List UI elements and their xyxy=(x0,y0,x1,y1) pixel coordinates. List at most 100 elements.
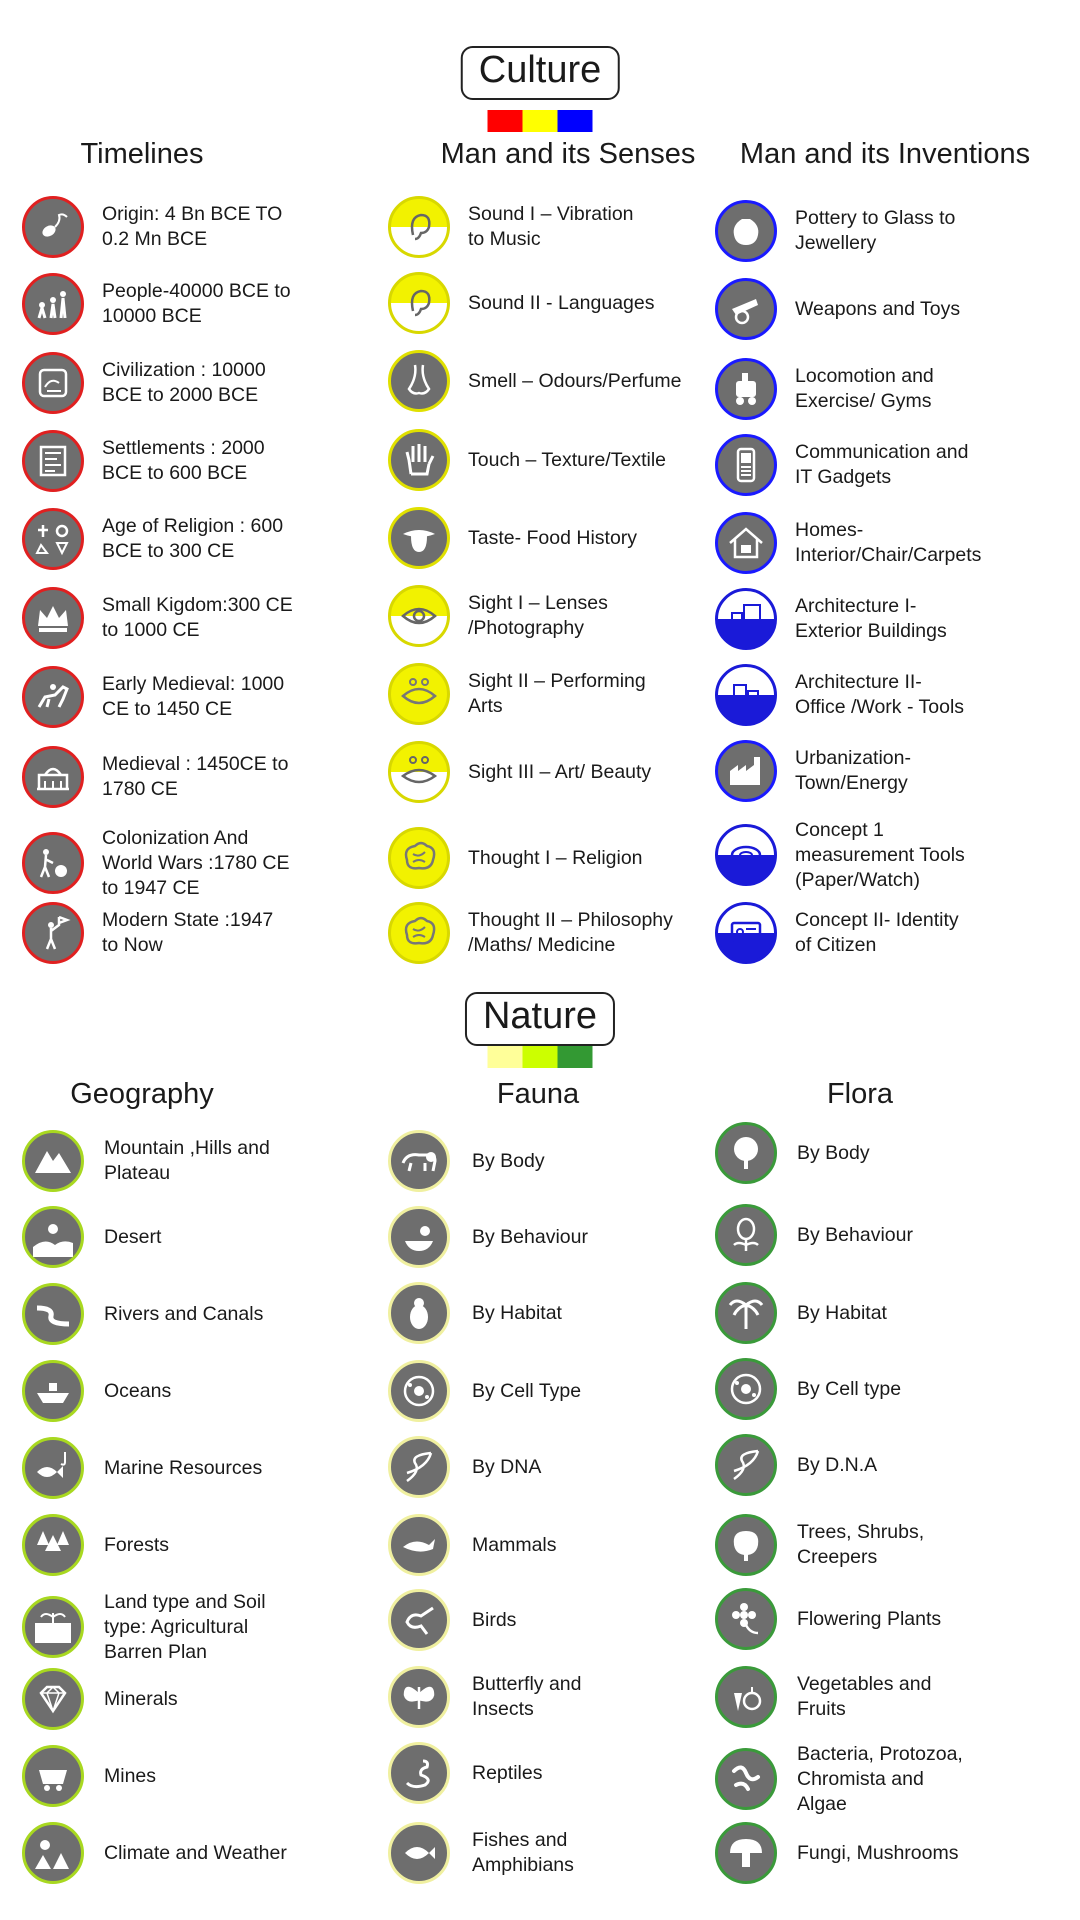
list-item[interactable]: By DNA xyxy=(388,1436,688,1498)
river-icon xyxy=(22,1283,84,1345)
list-item[interactable]: Vegetables and Fruits xyxy=(715,1666,1015,1728)
item-label: Age of Religion : 600 BCE to 300 CE xyxy=(102,515,284,562)
item-label: Thought II – Philosophy /Maths/ Medicine xyxy=(468,909,673,956)
list-item[interactable]: By Behaviour xyxy=(715,1204,1015,1266)
eye-icon xyxy=(388,585,450,647)
item-label: Settlements : 2000 BCE to 600 BCE xyxy=(102,437,265,484)
list-item[interactable]: Early Medieval: 1000 CE to 1450 CE xyxy=(22,666,362,728)
palace-icon xyxy=(22,746,84,808)
carved-stone-icon xyxy=(22,430,84,492)
list-item[interactable]: Locomotion and Exercise/ Gyms xyxy=(715,358,1055,420)
item-label: By Body xyxy=(797,1141,870,1164)
item-label: By Habitat xyxy=(472,1301,562,1324)
item-label: By Cell type xyxy=(797,1377,902,1400)
item-label: Bacteria, Protozoa, Chromista and Algae xyxy=(797,1743,963,1815)
culture-swatches xyxy=(487,110,593,132)
list-item[interactable]: Sight I – Lenses /Photography xyxy=(388,585,718,647)
list-item[interactable]: Communication and IT Gadgets xyxy=(715,434,1055,496)
list-item[interactable]: Sound II - Languages xyxy=(388,272,718,334)
list-item[interactable]: Taste- Food History xyxy=(388,507,718,569)
column-heading: Timelines xyxy=(80,138,204,170)
item-label: Climate and Weather xyxy=(104,1841,287,1864)
senses-column: Man and its Senses Sound I – Vibration t… xyxy=(388,138,718,964)
list-item[interactable]: Architecture II- Office /Work - Tools xyxy=(715,664,1055,726)
list-item[interactable]: Modern State :1947 to Now xyxy=(22,902,362,964)
item-label: By Cell Type xyxy=(472,1379,582,1402)
list-item[interactable]: Mines xyxy=(22,1745,362,1807)
list-item[interactable]: Desert xyxy=(22,1206,362,1268)
list-item[interactable]: Civilization : 10000 BCE to 2000 BCE xyxy=(22,352,362,414)
house-icon xyxy=(715,512,777,574)
list-item[interactable]: Fungi, Mushrooms xyxy=(715,1822,1015,1884)
item-label: Architecture II- Office /Work - Tools xyxy=(795,671,965,718)
item-label: Sound II - Languages xyxy=(468,291,655,314)
tree-icon xyxy=(715,1122,777,1184)
item-label: Sight I – Lenses /Photography xyxy=(468,592,608,639)
list-item[interactable]: Touch – Texture/Textile xyxy=(388,429,718,491)
list-item[interactable]: Concept 1 measurement Tools (Paper/Watch… xyxy=(715,818,1055,893)
list-item[interactable]: Colonization And World Wars :1780 CE to … xyxy=(22,826,362,901)
list-item[interactable]: Sound I – Vibration to Music xyxy=(388,196,718,258)
list-item[interactable]: Bacteria, Protozoa, Chromista and Algae xyxy=(715,1742,1015,1817)
item-label: Forests xyxy=(104,1533,170,1556)
horse-rider-icon xyxy=(22,666,84,728)
list-item[interactable]: Trees, Shrubs, Creepers xyxy=(715,1514,1015,1576)
item-label: Sound I – Vibration to Music xyxy=(468,203,634,250)
list-item[interactable]: By Behaviour xyxy=(388,1206,688,1268)
item-label: Colonization And World Wars :1780 CE to … xyxy=(102,827,290,899)
list-item[interactable]: Reptiles xyxy=(388,1742,688,1804)
list-item[interactable]: By Body xyxy=(715,1122,1015,1184)
list-item[interactable]: By Cell Type xyxy=(388,1360,688,1422)
column-heading: Fauna xyxy=(496,1078,580,1110)
list-item[interactable]: By Habitat xyxy=(715,1282,1015,1344)
list-item[interactable]: Homes- Interior/Chair/Carpets xyxy=(715,512,1055,574)
item-label: Communication and IT Gadgets xyxy=(795,441,969,488)
list-item[interactable]: By Cell type xyxy=(715,1358,1015,1420)
list-item[interactable]: Medieval : 1450CE to 1780 CE xyxy=(22,746,362,808)
list-item[interactable]: Minerals xyxy=(22,1668,362,1730)
list-item[interactable]: Thought II – Philosophy /Maths/ Medicine xyxy=(388,902,718,964)
item-label: By Behaviour xyxy=(797,1223,913,1246)
swatch-red xyxy=(487,110,523,132)
list-item[interactable]: Thought I – Religion xyxy=(388,827,718,889)
list-item[interactable]: Sight III – Art/ Beauty xyxy=(388,741,718,803)
dna-icon xyxy=(715,1434,777,1496)
list-item[interactable]: Settlements : 2000 BCE to 600 BCE xyxy=(22,430,362,492)
list-item[interactable]: Sight II – Performing Arts xyxy=(388,663,718,725)
list-item[interactable]: Smell – Odours/Perfume xyxy=(388,350,718,412)
list-item[interactable]: Concept II- Identity of Citizen xyxy=(715,902,1055,964)
list-item[interactable]: Land type and Soil type: Agricultural Ba… xyxy=(22,1590,362,1665)
list-item[interactable]: Forests xyxy=(22,1514,362,1576)
list-item[interactable]: By Habitat xyxy=(388,1282,688,1344)
nose-icon xyxy=(388,350,450,412)
list-item[interactable]: By Body xyxy=(388,1130,688,1192)
list-item[interactable]: Pottery to Glass to Jewellery xyxy=(715,200,1055,262)
list-item[interactable]: By D.N.A xyxy=(715,1434,1015,1496)
list-item[interactable]: Mountain ,Hills and Plateau xyxy=(22,1130,362,1192)
list-item[interactable]: Origin: 4 Bn BCE TO 0.2 Mn BCE xyxy=(22,196,362,258)
list-item[interactable]: Oceans xyxy=(22,1360,362,1422)
flora-column: Flora By Body By Behaviour By Habitat By… xyxy=(715,1078,1015,1884)
list-item[interactable]: Urbanization- Town/Energy xyxy=(715,740,1055,802)
list-item[interactable]: Small Kigdom:300 CE to 1000 CE xyxy=(22,587,362,649)
evolution-icon xyxy=(22,273,84,335)
list-item[interactable]: Architecture I- Exterior Buildings xyxy=(715,588,1055,650)
item-label: By DNA xyxy=(472,1455,542,1478)
list-item[interactable]: Fishes and Amphibians xyxy=(388,1822,688,1884)
list-item[interactable]: Butterfly and Insects xyxy=(388,1666,688,1728)
item-label: Civilization : 10000 BCE to 2000 BCE xyxy=(102,359,266,406)
list-item[interactable]: Weapons and Toys xyxy=(715,278,1055,340)
list-item[interactable]: Birds xyxy=(388,1589,688,1651)
timelines-column: Timelines Origin: 4 Bn BCE TO 0.2 Mn BCE… xyxy=(22,138,362,964)
swatch-pale-yellow xyxy=(487,1046,523,1068)
seal-tablet-icon xyxy=(22,352,84,414)
list-item[interactable]: Age of Religion : 600 BCE to 300 CE xyxy=(22,508,362,570)
list-item[interactable]: Mammals xyxy=(388,1514,688,1576)
list-item[interactable]: Flowering Plants xyxy=(715,1588,1015,1650)
list-item[interactable]: Marine Resources xyxy=(22,1437,362,1499)
sperm-cell-icon xyxy=(22,196,84,258)
list-item[interactable]: Rivers and Canals xyxy=(22,1283,362,1345)
list-item[interactable]: People-40000 BCE to 10000 BCE xyxy=(22,273,362,335)
list-item[interactable]: Climate and Weather xyxy=(22,1822,362,1884)
cell-icon xyxy=(715,1358,777,1420)
